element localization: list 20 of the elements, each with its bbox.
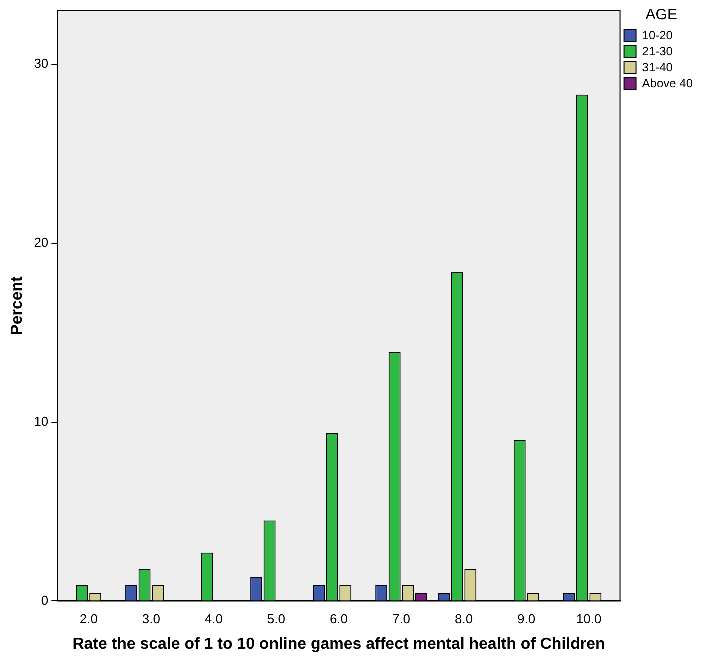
legend-label: 10-20 — [642, 28, 674, 42]
legend-label: Above 40 — [642, 76, 694, 90]
x-tick-label: 2.0 — [80, 612, 98, 627]
x-axis-title: Rate the scale of 1 to 10 online games affect mental health of Children — [72, 636, 606, 653]
x-tick-label: 8.0 — [454, 612, 474, 627]
legend-label: 21-30 — [642, 44, 674, 58]
y-tick-label: 20 — [34, 234, 49, 250]
x-tick-label: 9.0 — [517, 612, 536, 627]
x-tick-label: 6.0 — [330, 612, 348, 627]
y-tick-label: 30 — [34, 56, 49, 72]
y-tick-label: 10 — [34, 414, 49, 429]
y-tick-label: 0 — [41, 592, 49, 608]
x-tick-label: 3.0 — [142, 612, 160, 627]
x-tick-label: 5.0 — [267, 612, 286, 627]
x-tick-label: 7.0 — [392, 612, 411, 627]
y-axis-title: Percent — [9, 276, 26, 336]
legend-label: 31-40 — [642, 60, 674, 74]
x-tick-label: 4.0 — [204, 612, 223, 627]
legend-title: AGE — [646, 6, 678, 24]
x-tick-label: 10.0 — [576, 612, 602, 627]
